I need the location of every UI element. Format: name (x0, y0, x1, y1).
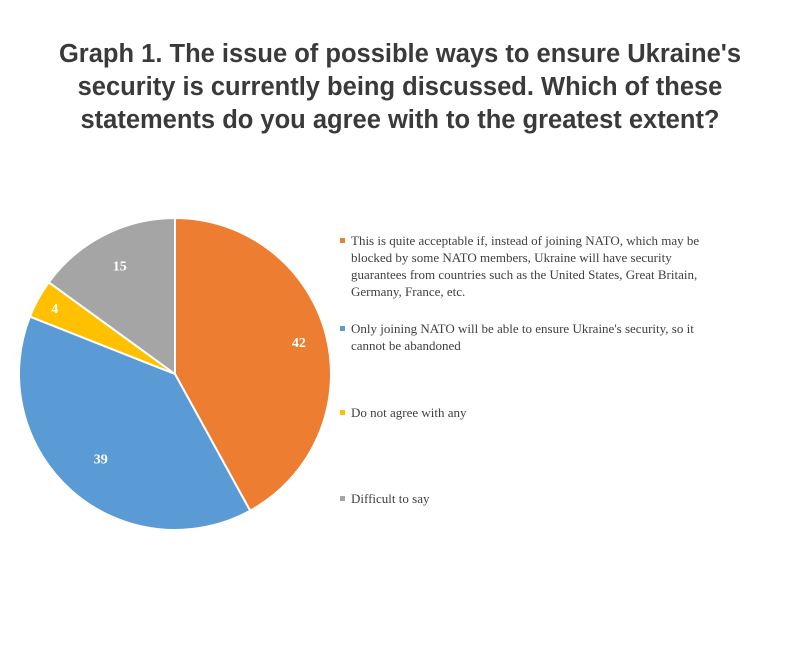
legend-label-none: Do not agree with any (351, 405, 467, 420)
legend-item-only-nato: Only joining NATO will be able to ensure… (340, 320, 711, 354)
title-line-2: security is currently being discussed. W… (77, 73, 723, 101)
chart-title: Graph 1. The issue of possible ways to e… (0, 38, 800, 137)
legend-swatch-orange (340, 238, 345, 243)
title-line-3: statements do you agree with to the grea… (80, 106, 720, 134)
legend-swatch-blue (340, 326, 345, 331)
legend-label-guarantees: This is quite acceptable if, instead of … (351, 233, 700, 299)
legend-label-only-nato: Only joining NATO will be able to ensure… (351, 321, 694, 353)
data-label-guarantees: 42 (292, 336, 306, 351)
pie-slice-guarantees (174, 216, 332, 513)
pie-slice-only-nato (18, 315, 252, 531)
data-label-none: 4 (51, 302, 58, 317)
data-label-only-nato: 39 (94, 452, 108, 467)
pie-chart: 42 39 4 15 (18, 216, 332, 531)
legend-swatch-gray (340, 496, 345, 501)
pie-slice-difficult (47, 216, 176, 376)
legend-label-difficult: Difficult to say (351, 491, 430, 506)
legend-item-guarantees: This is quite acceptable if, instead of … (340, 232, 711, 300)
legend-item-difficult: Difficult to say (340, 490, 711, 507)
legend-swatch-yellow (340, 410, 345, 415)
data-label-difficult: 15 (113, 260, 127, 275)
title-line-1: Graph 1. The issue of possible ways to e… (58, 40, 742, 68)
legend-item-none: Do not agree with any (340, 404, 711, 421)
